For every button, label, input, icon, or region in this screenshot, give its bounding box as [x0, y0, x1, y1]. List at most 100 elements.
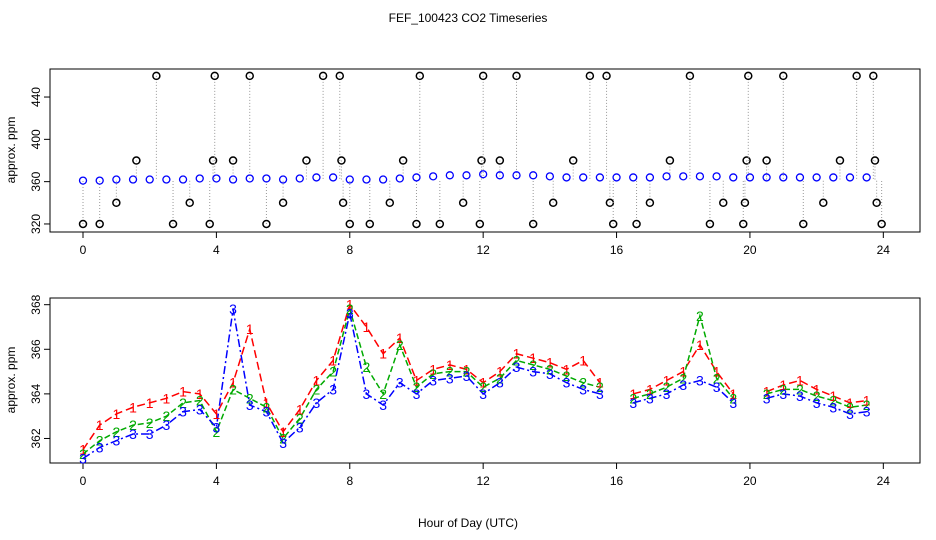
point-marker: 2 [679, 370, 687, 386]
point-marker: 3 [146, 426, 154, 442]
x-tick-label: 16 [610, 474, 624, 488]
data-point [779, 173, 788, 182]
outlier-point [477, 156, 486, 165]
point-marker: 1 [96, 417, 104, 433]
point-marker: 2 [529, 357, 537, 373]
data-point [479, 170, 488, 179]
outlier-point [872, 198, 881, 208]
outlier-point [548, 198, 558, 208]
data-point [145, 175, 154, 184]
data-point [679, 172, 688, 181]
data-point [295, 174, 304, 183]
outlier-point [685, 71, 695, 81]
point-marker: 1 [146, 395, 154, 411]
data-point [612, 173, 621, 182]
y-tick-label: 400 [29, 129, 43, 149]
point-marker: 3 [246, 397, 254, 413]
data-point [245, 174, 254, 183]
outlier-point [210, 71, 219, 81]
point-marker: 3 [396, 375, 404, 391]
point-marker: 1 [763, 384, 771, 400]
outlier-point [335, 71, 345, 81]
outlier-point [799, 219, 808, 229]
point-marker: 3 [346, 306, 354, 322]
point-marker: 3 [263, 404, 271, 420]
point-marker: 3 [212, 419, 220, 435]
point-marker: 2 [463, 364, 471, 380]
point-marker: 2 [479, 379, 487, 395]
data-point [378, 175, 388, 184]
point-marker: 2 [579, 375, 587, 391]
point-marker: 3 [279, 435, 287, 451]
y-tick-label: 440 [29, 87, 43, 107]
point-marker: 2 [196, 393, 204, 409]
outlier-point [742, 156, 751, 165]
point-marker: 2 [396, 337, 404, 353]
point-marker: 1 [729, 386, 737, 402]
outlier-point [705, 219, 715, 229]
outlier-point [478, 71, 488, 81]
outlier-point [435, 219, 445, 229]
data-point [328, 173, 338, 182]
point-marker: 2 [546, 361, 554, 377]
point-marker: 3 [713, 379, 721, 395]
outlier-point [632, 219, 641, 229]
point-marker: 1 [813, 381, 821, 397]
outlier-point [132, 156, 141, 165]
point-marker: 3 [813, 395, 821, 411]
chart-title: FEF_100423 CO2 Timeseries [389, 11, 548, 25]
data-point [412, 173, 421, 182]
point-marker: 1 [563, 361, 571, 377]
point-marker: 3 [829, 399, 837, 415]
point-marker: 2 [646, 386, 654, 402]
data-point [645, 173, 655, 182]
point-marker: 1 [479, 375, 487, 391]
point-marker: 1 [196, 386, 204, 402]
point-marker: 1 [346, 297, 354, 313]
point-marker: 2 [179, 395, 187, 411]
plot-frame [49, 68, 921, 233]
x-axis-label: Hour of Day (UTC) [418, 516, 518, 530]
point-marker: 1 [546, 355, 554, 371]
data-point [829, 173, 838, 182]
point-marker: 2 [146, 415, 154, 431]
outlier-point [719, 198, 728, 208]
point-marker: 2 [279, 430, 287, 446]
point-marker: 3 [779, 386, 787, 402]
data-point [95, 176, 104, 185]
data-point [562, 173, 571, 182]
point-marker: 1 [529, 350, 537, 366]
point-marker: 1 [779, 377, 787, 393]
point-marker: 2 [96, 433, 104, 449]
outlier-point [385, 198, 395, 208]
point-marker: 1 [713, 364, 721, 380]
point-marker: 1 [79, 442, 87, 458]
x-tick-label: 8 [346, 243, 353, 257]
point-marker: 2 [229, 381, 237, 397]
plot-frame [49, 297, 921, 464]
x-tick-label: 0 [80, 243, 87, 257]
outlier-point [665, 156, 675, 165]
point-marker: 2 [429, 366, 437, 382]
point-marker: 2 [129, 417, 137, 433]
point-marker: 3 [629, 395, 637, 411]
outlier-point [228, 156, 238, 165]
point-marker: 2 [796, 381, 804, 397]
data-point [445, 171, 454, 180]
point-marker: 1 [696, 337, 704, 353]
outlier-point [398, 156, 408, 165]
outlier-point [205, 219, 214, 229]
point-marker: 3 [129, 426, 137, 442]
outlier-point [495, 156, 505, 165]
point-marker: 3 [529, 364, 537, 380]
outlier-point [152, 71, 161, 81]
point-marker: 3 [696, 373, 704, 389]
point-marker: 2 [696, 308, 704, 324]
point-marker: 2 [246, 390, 254, 406]
point-marker: 2 [363, 359, 371, 375]
outlier-point [112, 198, 121, 208]
point-marker: 2 [162, 408, 170, 424]
point-marker: 3 [179, 404, 187, 420]
point-marker: 1 [112, 406, 120, 422]
outlier-point [779, 71, 788, 81]
